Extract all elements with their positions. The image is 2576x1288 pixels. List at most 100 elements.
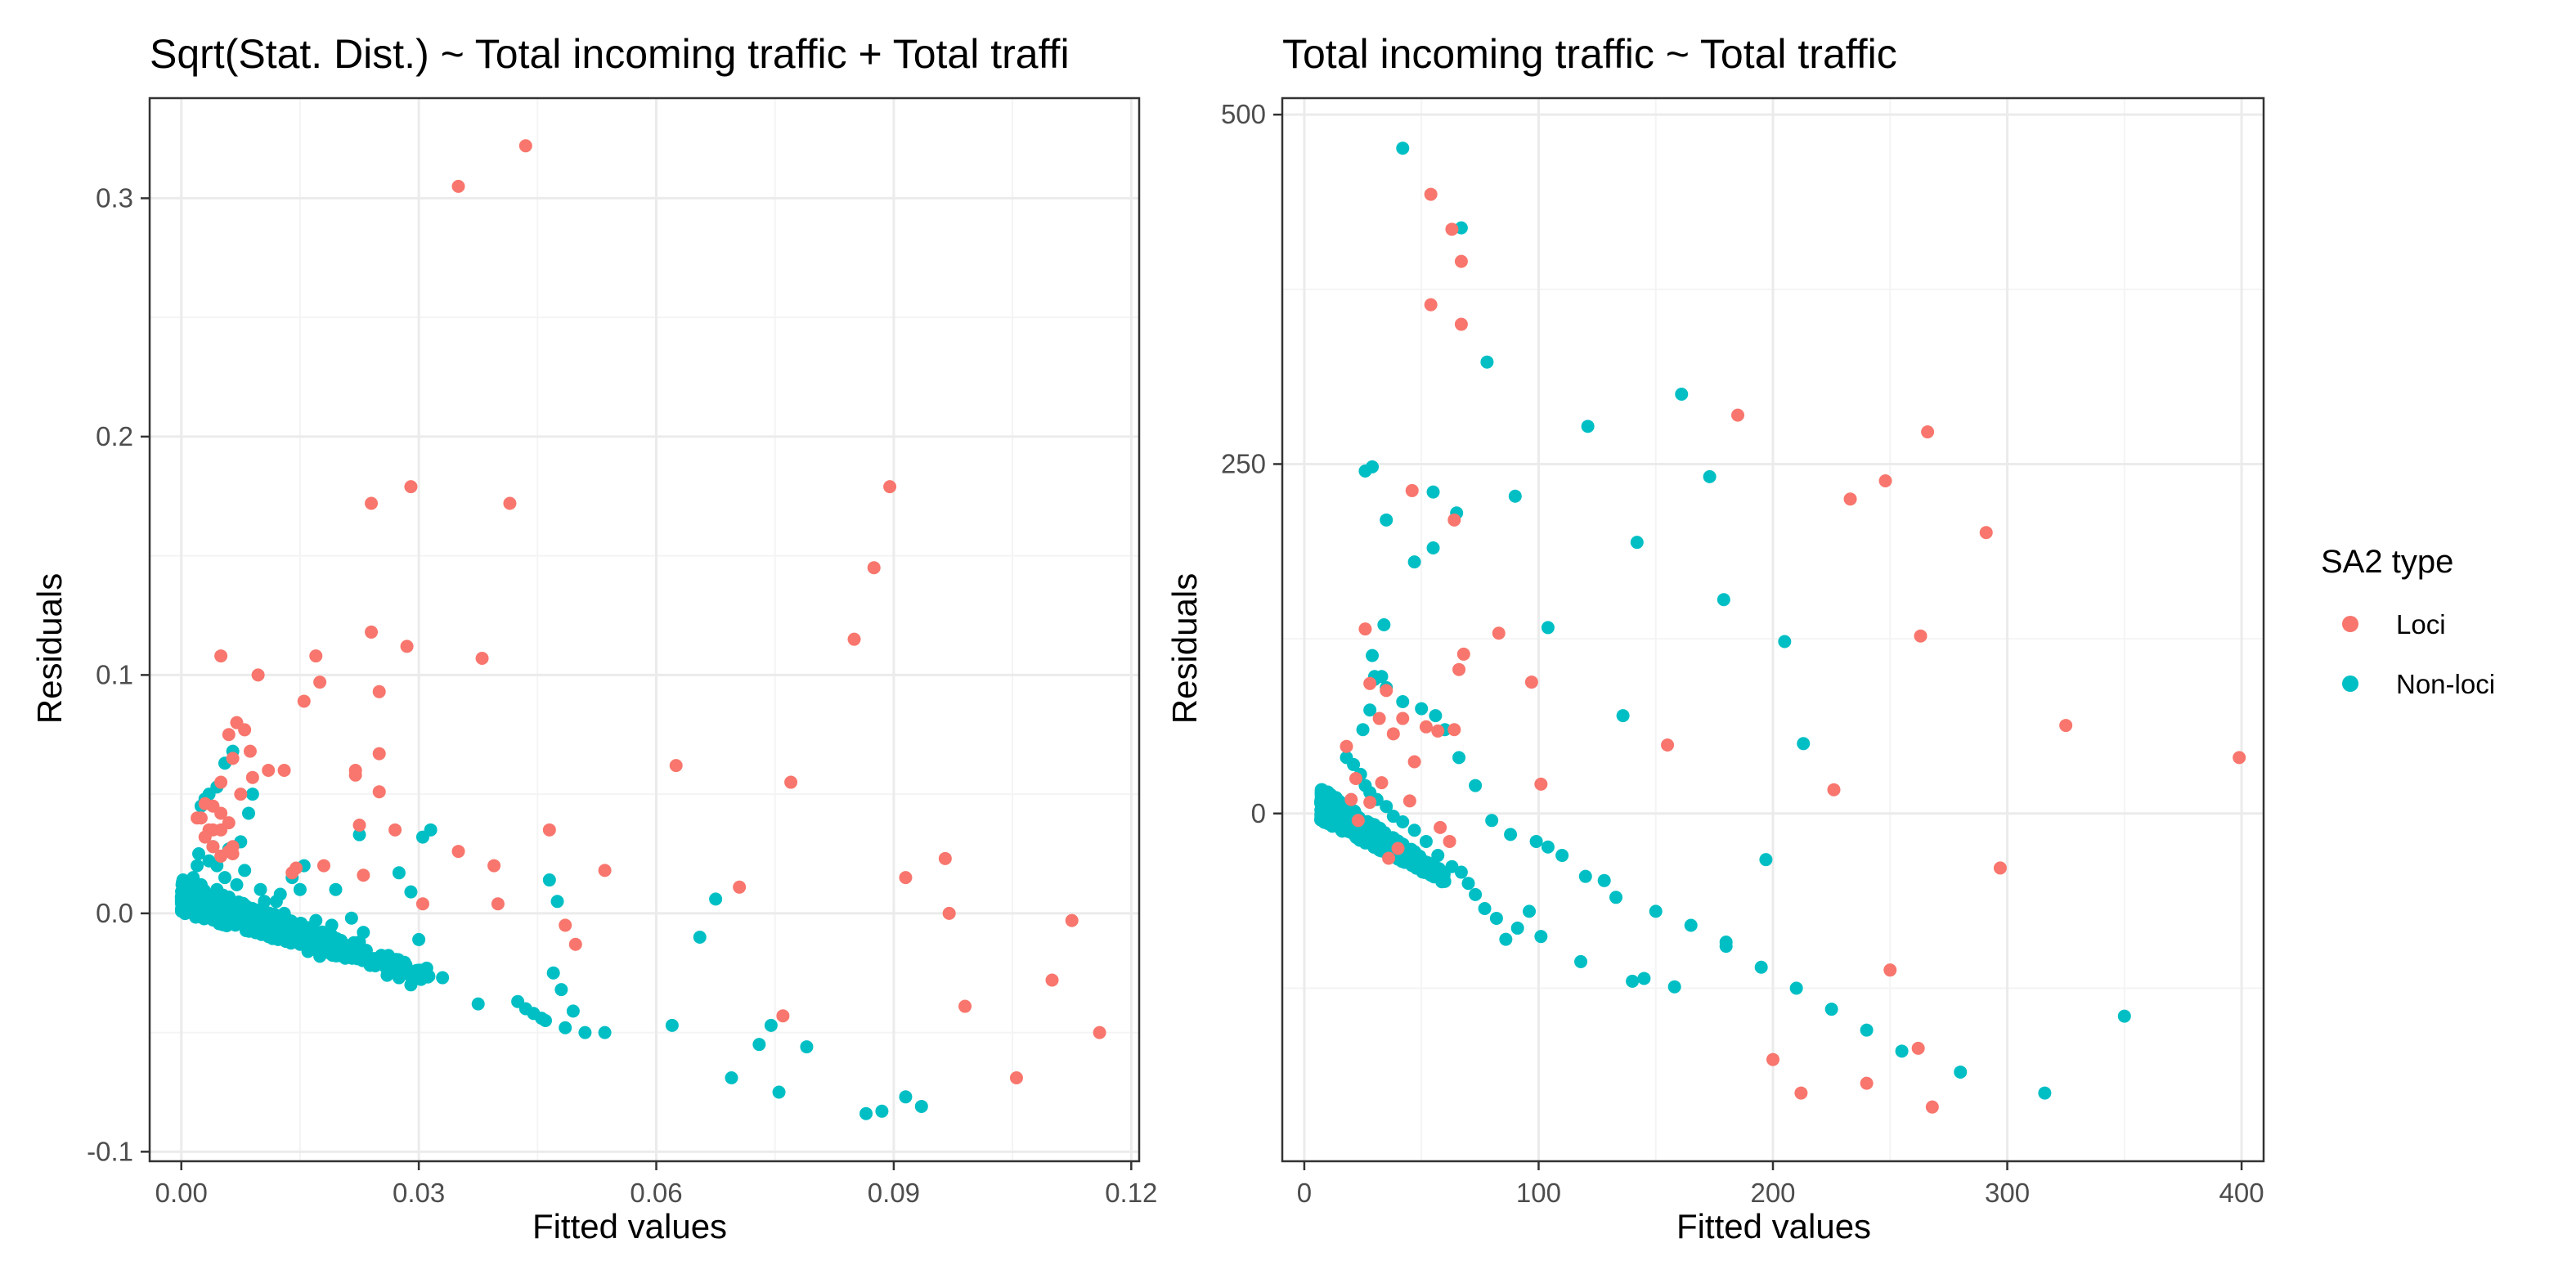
left-point-loci: [238, 723, 252, 737]
right-point-non-loci: [1684, 918, 1698, 932]
left-y-tick-label: -0.1: [87, 1136, 133, 1166]
left-point-loci: [372, 684, 386, 698]
right-point-non-loci: [1452, 751, 1466, 765]
left-point-non-loci: [554, 983, 568, 997]
right-point-non-loci-dense: [1320, 804, 1334, 818]
right-x-tick-label: 300: [1985, 1178, 2030, 1208]
legend-label-non-loci: Non-loci: [2396, 669, 2495, 699]
left-y-tick-label: 0.3: [96, 182, 133, 213]
left-grid: [150, 98, 1139, 1161]
left-point-loci: [503, 496, 517, 510]
right-point-non-loci: [1380, 800, 1393, 814]
right-point-non-loci: [1407, 555, 1421, 569]
left-point-loci: [404, 480, 418, 494]
right-axis-ticks: 0 100 200 300 400 0 250 500: [1221, 99, 2264, 1208]
right-point-non-loci: [1380, 513, 1393, 527]
right-point-loci: [1524, 675, 1538, 689]
left-point-loci: [1093, 1025, 1106, 1039]
left-point-non-loci: [914, 1099, 928, 1113]
left-plot-title: Sqrt(Stat. Dist.) ~ Total incoming traff…: [150, 31, 1070, 77]
right-point-loci: [1351, 814, 1365, 828]
right-y-tick-label: 0: [1251, 798, 1266, 828]
left-point-non-loci: [333, 945, 347, 958]
left-point-loci: [451, 845, 465, 859]
left-point-loci: [415, 897, 429, 911]
right-point-loci: [1445, 222, 1459, 236]
right-point-non-loci: [1824, 1003, 1838, 1016]
left-point-loci: [451, 179, 465, 193]
left-point-loci: [372, 785, 386, 799]
left-point-loci: [365, 625, 379, 639]
left-point-non-loci-dense: [270, 926, 284, 940]
right-point-non-loci: [1396, 141, 1410, 155]
right-point-non-loci: [1445, 859, 1459, 873]
left-point-non-loci: [404, 978, 418, 992]
left-x-axis-title: Fitted values: [532, 1207, 727, 1245]
legend-key-loci: [2342, 616, 2358, 632]
right-point-loci: [1883, 963, 1897, 977]
right-point-loci: [1396, 711, 1410, 725]
right-point-non-loci: [1609, 891, 1623, 904]
left-point-non-loci: [542, 873, 556, 887]
left-point-non-loci: [725, 1070, 738, 1084]
right-point-non-loci: [1630, 536, 1644, 550]
right-point-non-loci: [1469, 779, 1483, 792]
right-point-loci: [1380, 684, 1393, 698]
left-point-loci: [475, 651, 489, 665]
left-point-non-loci: [598, 1025, 612, 1039]
left-point-loci: [352, 819, 366, 832]
right-point-loci: [1827, 783, 1841, 797]
right-point-non-loci: [2038, 1086, 2052, 1100]
right-point-non-loci: [1504, 828, 1518, 841]
right-point-non-loci: [1426, 485, 1440, 499]
legend-label-loci: Loci: [2396, 609, 2446, 640]
right-point-non-loci: [1719, 940, 1733, 954]
right-point-loci: [1434, 820, 1447, 834]
right-panel-border: [1281, 96, 2265, 1163]
left-point-loci: [899, 871, 913, 885]
left-point-non-loci: [368, 958, 382, 972]
right-point-non-loci: [1489, 911, 1503, 925]
left-point-loci: [542, 823, 556, 837]
left-point-loci: [214, 775, 228, 789]
left-point-non-loci-dense: [405, 965, 419, 979]
right-point-loci: [1447, 513, 1461, 527]
left-point-non-loci: [245, 788, 259, 801]
right-point-non-loci: [1574, 954, 1588, 968]
left-point-non-loci: [192, 846, 206, 860]
left-point-non-loci: [859, 1106, 873, 1120]
right-point-loci: [1391, 841, 1405, 855]
left-point-non-loci: [273, 887, 287, 901]
right-point-loci: [1925, 1100, 1939, 1114]
left-point-loci: [958, 999, 972, 1013]
left-point-non-loci: [321, 937, 334, 951]
right-point-non-loci: [1703, 469, 1717, 483]
right-point-loci: [1419, 720, 1433, 734]
right-point-loci: [1492, 626, 1506, 640]
left-point-loci: [245, 770, 259, 784]
right-point-non-loci: [1499, 932, 1513, 946]
right-point-loci: [1402, 794, 1416, 808]
right-point-loci: [1993, 861, 2007, 875]
right-point-loci: [1452, 662, 1466, 676]
right-point-non-loci: [1363, 703, 1377, 717]
left-point-non-loci: [258, 895, 272, 909]
left-point-loci: [309, 649, 323, 663]
left-point-non-loci: [242, 806, 255, 820]
right-point-non-loci: [1895, 1044, 1909, 1058]
right-point-non-loci: [1356, 723, 1370, 737]
right-point-loci: [1878, 473, 1892, 487]
right-point-loci: [1454, 317, 1468, 331]
right-point-non-loci: [1358, 779, 1372, 792]
left-point-non-loci: [281, 921, 295, 935]
right-point-loci: [1349, 772, 1362, 786]
left-point-loci: [313, 675, 327, 689]
right-points: [1314, 141, 2246, 1114]
left-axis-ticks: 0.00 0.03 0.06 0.09 0.12 -0.1 0.0 0.1 0.2 0.3: [87, 182, 1157, 1208]
left-point-non-loci: [325, 918, 339, 932]
right-x-axis-title: Fitted values: [1676, 1207, 1871, 1245]
left-point-loci: [297, 694, 311, 708]
right-point-loci: [1661, 738, 1675, 752]
left-point-non-loci-dense: [246, 918, 260, 931]
